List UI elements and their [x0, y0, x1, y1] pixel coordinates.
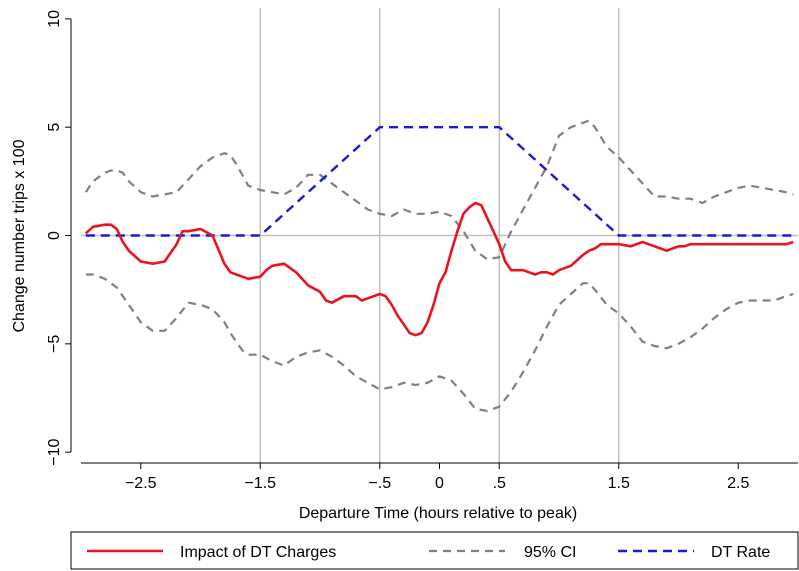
dt-rate-line	[85, 126, 794, 237]
legend-label: DT Rate	[711, 544, 770, 561]
ci-upper-line	[84, 119, 794, 261]
y-tick-label: −10	[46, 438, 63, 465]
legend-label: 95% CI	[524, 544, 576, 561]
x-tick-label: 1.5	[608, 475, 630, 492]
y-tick-label: 10	[46, 10, 63, 28]
y-tick-label: 5	[46, 123, 63, 132]
x-tick-label: .5	[493, 475, 506, 492]
y-tick-label: 0	[46, 231, 63, 240]
y-axis-title: Change number trips x 100	[11, 139, 28, 332]
reference-lines	[81, 8, 798, 463]
x-axis-title: Departure Time (hours relative to peak)	[299, 505, 577, 522]
y-tick-label: −5	[46, 335, 63, 353]
x-tick-label: 0	[435, 475, 444, 492]
impact-line	[84, 201, 794, 337]
series-layer	[84, 119, 794, 413]
x-tick-label: −1.5	[244, 475, 276, 492]
axes: −2.5 −1.5 −.5 0 .5 1.5 2.5 −10 −5 0 5 10	[46, 10, 798, 492]
x-tick-label: −.5	[368, 475, 391, 492]
x-tick-label: −2.5	[125, 475, 157, 492]
x-tick-label: 2.5	[727, 475, 749, 492]
ci-lower-line	[85, 273, 794, 413]
legend: Impact of DT Charges 95% CI DT Rate	[70, 531, 799, 570]
legend-label: Impact of DT Charges	[180, 544, 336, 561]
